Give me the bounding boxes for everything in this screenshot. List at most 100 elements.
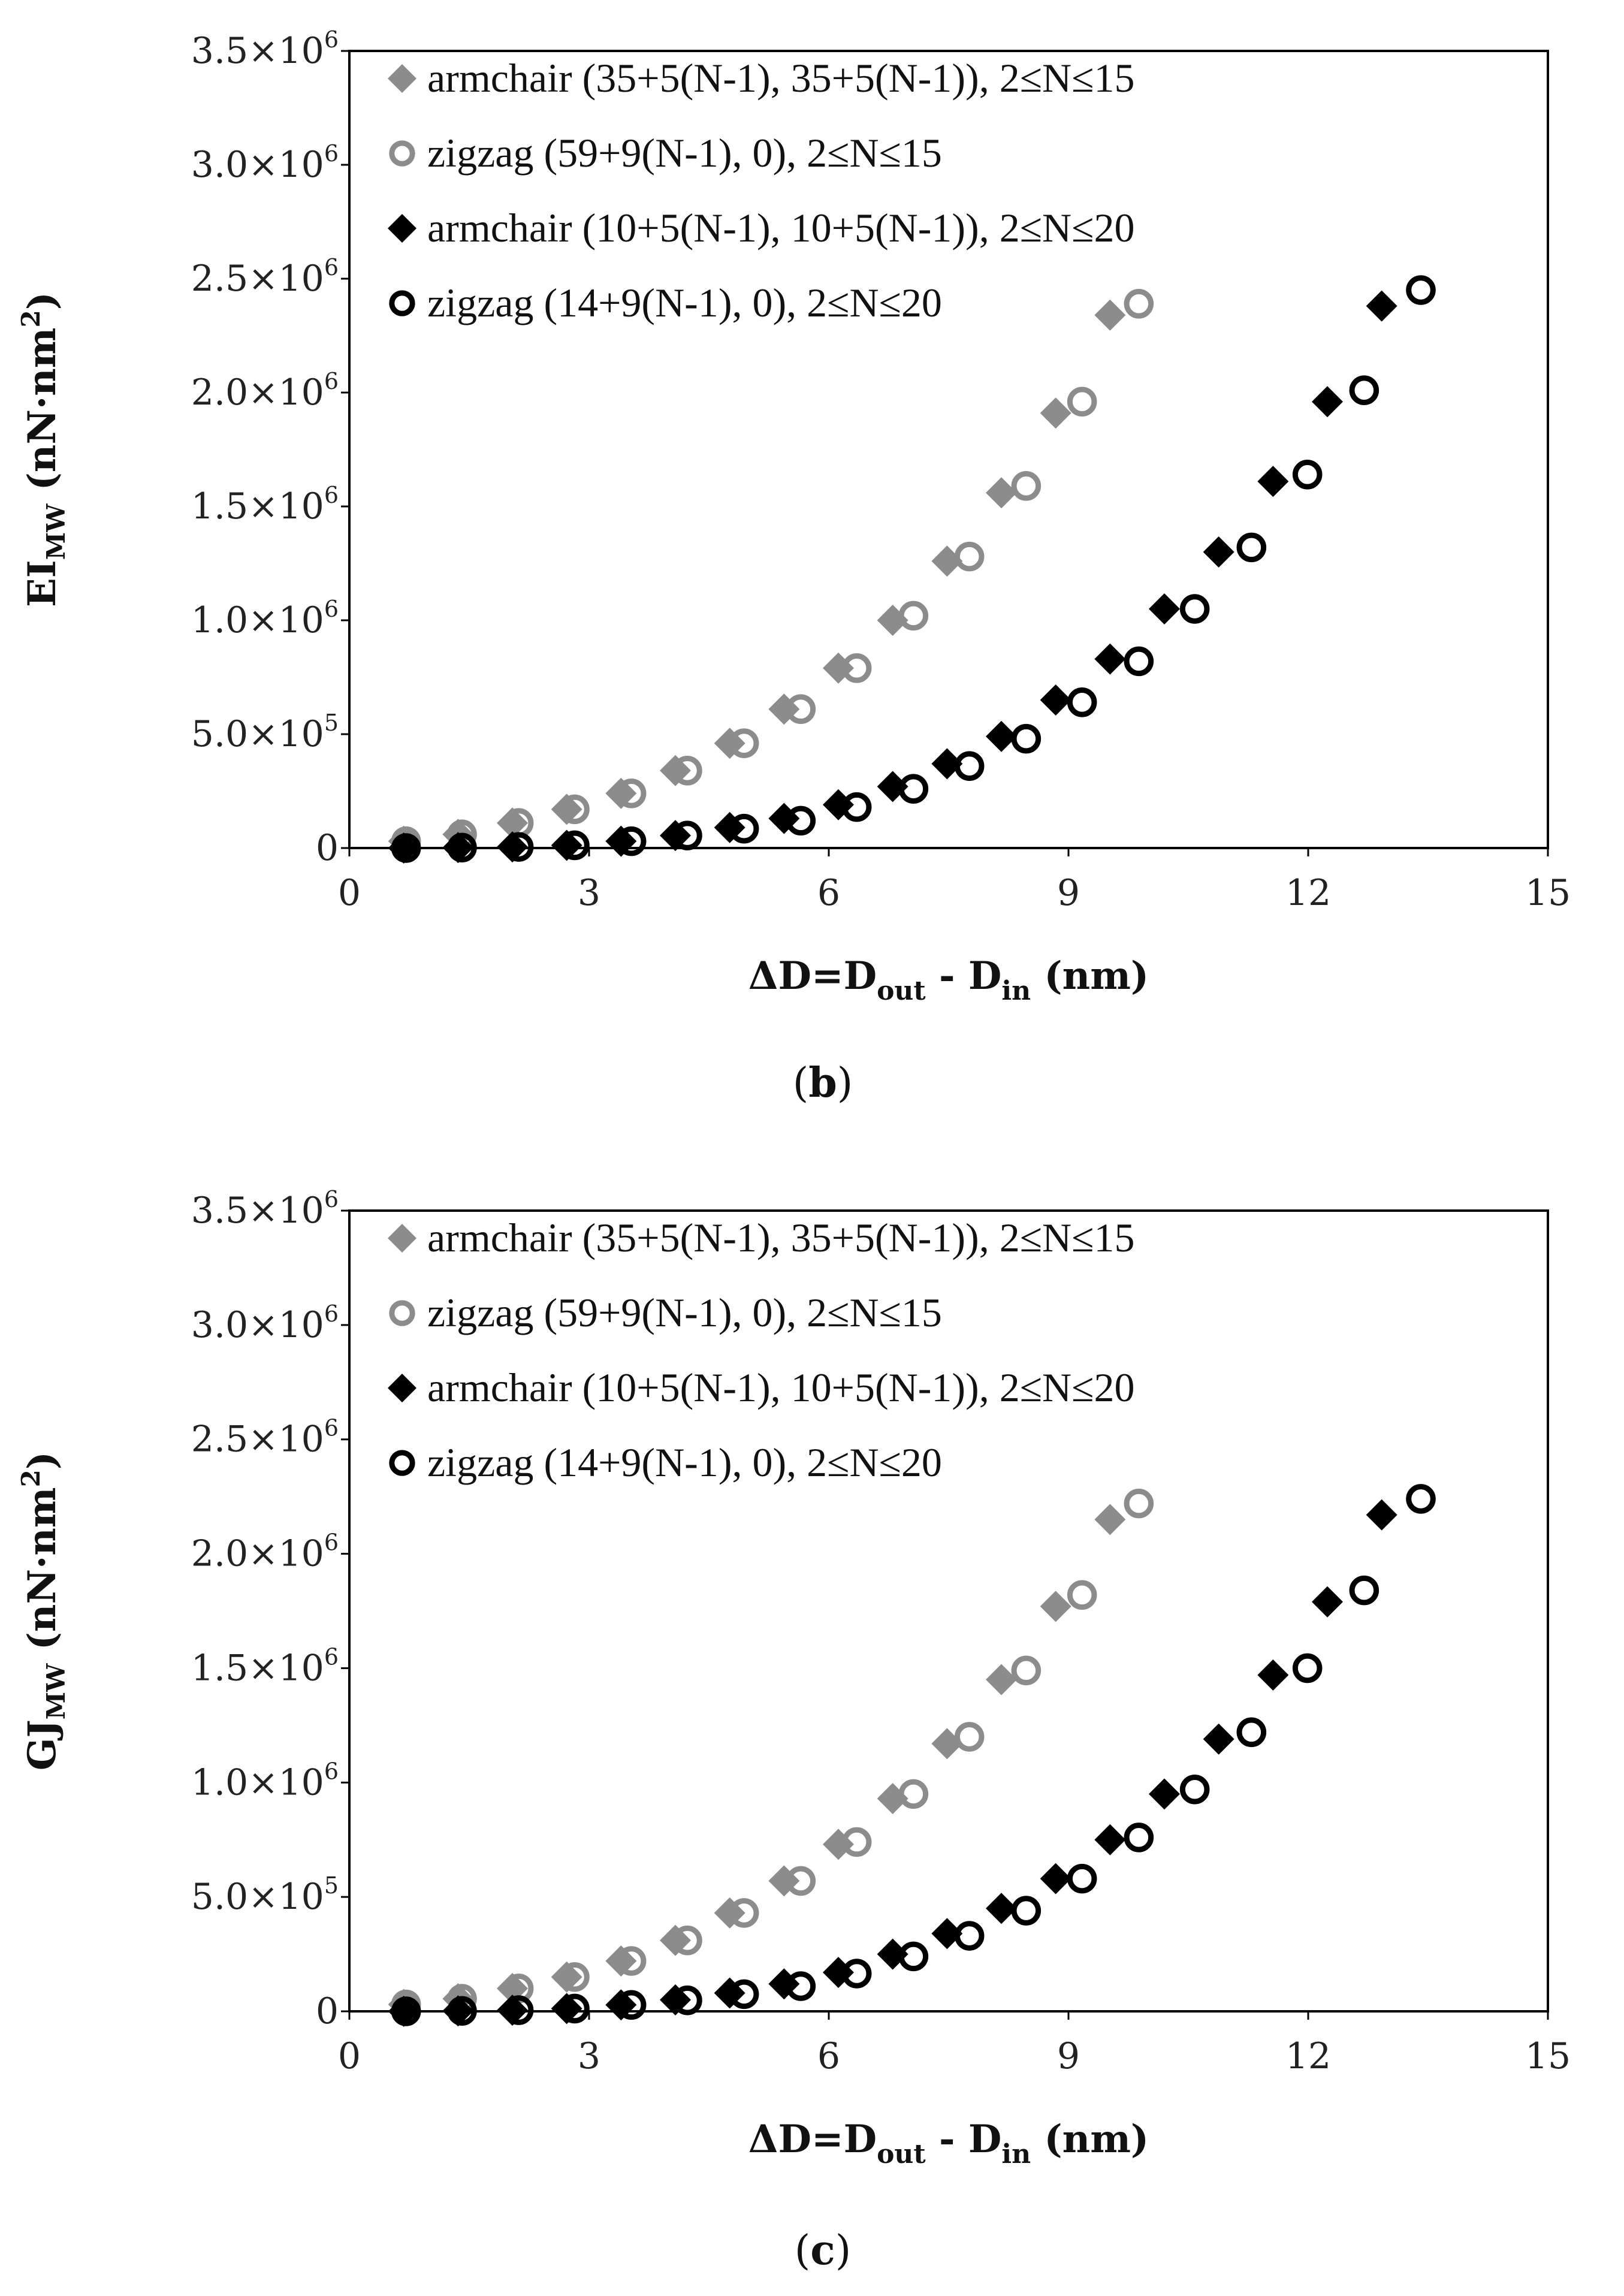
data-point bbox=[1406, 275, 1436, 305]
data-point bbox=[616, 779, 647, 808]
series-1 bbox=[391, 289, 1154, 856]
plot-frame bbox=[348, 50, 1549, 849]
data-point bbox=[391, 1996, 421, 2026]
data-point bbox=[1011, 1655, 1042, 1686]
data-point bbox=[931, 748, 963, 780]
data-point bbox=[729, 728, 759, 758]
y-tick-label: 3.5×106 bbox=[191, 26, 339, 72]
y-tick-label: 1.0×106 bbox=[191, 1758, 339, 1803]
x-tick-label: 12 bbox=[1285, 2035, 1331, 2077]
data-point bbox=[1179, 594, 1210, 624]
data-point bbox=[497, 1995, 528, 2026]
data-point bbox=[1011, 723, 1042, 754]
data-point bbox=[898, 1779, 929, 1809]
legend-label: armchair (10+5(N-1), 10+5(N-1)), 2≤N≤20 bbox=[427, 205, 1134, 251]
data-point bbox=[1124, 1488, 1154, 1519]
data-point bbox=[1094, 299, 1126, 331]
y-tick-label: 5.0×105 bbox=[191, 710, 339, 755]
x-tick-label: 0 bbox=[338, 2035, 361, 2077]
data-point bbox=[551, 1961, 582, 1993]
series-2 bbox=[388, 1499, 1397, 2027]
data-point bbox=[560, 1993, 590, 2024]
data-point bbox=[954, 1921, 985, 1951]
data-point bbox=[503, 832, 534, 862]
legend-label: armchair (35+5(N-1), 35+5(N-1)), 2≤N≤15 bbox=[427, 55, 1134, 101]
data-point bbox=[1366, 1499, 1397, 1531]
data-point bbox=[551, 794, 582, 825]
data-point bbox=[841, 1959, 872, 1989]
data-point bbox=[560, 1962, 590, 1992]
data-point bbox=[1124, 1823, 1154, 1853]
data-point bbox=[1067, 687, 1097, 717]
data-point bbox=[1203, 536, 1234, 568]
data-point bbox=[931, 1918, 963, 1950]
legend-marker bbox=[389, 1450, 415, 1476]
data-point bbox=[1124, 289, 1154, 319]
data-point bbox=[1203, 1723, 1234, 1755]
y-tick-label: 2.5×106 bbox=[191, 254, 339, 300]
y-axis-label: GJMW (nN·nm2) bbox=[16, 1452, 71, 1770]
data-point bbox=[560, 794, 590, 825]
y-axis-label: EIMW (nN·nm2) bbox=[16, 292, 71, 607]
data-point bbox=[986, 1664, 1017, 1695]
x-tick-label: 15 bbox=[1525, 2035, 1571, 2077]
data-point bbox=[986, 1893, 1017, 1924]
data-point bbox=[672, 1985, 702, 2016]
data-point bbox=[841, 792, 872, 822]
data-point bbox=[1366, 290, 1397, 322]
data-point bbox=[786, 1971, 816, 2001]
data-point bbox=[841, 1827, 872, 1857]
x-tick-label: 0 bbox=[338, 872, 361, 914]
x-tick-label: 9 bbox=[1057, 2035, 1080, 2077]
data-point bbox=[1094, 643, 1126, 675]
legend-label: zigzag (59+9(N-1), 0), 2≤N≤15 bbox=[427, 1290, 942, 1335]
legend-label: armchair (35+5(N-1), 35+5(N-1)), 2≤N≤15 bbox=[427, 1215, 1134, 1260]
data-point bbox=[447, 1996, 477, 2026]
data-point bbox=[616, 826, 647, 856]
y-tick-label: 1.0×106 bbox=[191, 596, 339, 641]
x-tick-label: 6 bbox=[817, 2035, 840, 2077]
data-point bbox=[986, 477, 1017, 509]
y-tick-label: 1.5×106 bbox=[191, 482, 339, 527]
data-point bbox=[1011, 1896, 1042, 1926]
plot-frame bbox=[348, 1209, 1549, 2013]
x-tick-label: 3 bbox=[578, 872, 600, 914]
data-point bbox=[931, 545, 963, 577]
y-tick-label: 3.0×106 bbox=[191, 140, 339, 186]
data-point bbox=[729, 1898, 759, 1928]
series-0 bbox=[388, 1504, 1126, 2020]
data-point bbox=[729, 1979, 759, 2010]
data-point bbox=[1067, 1580, 1097, 1610]
data-point bbox=[898, 601, 929, 631]
legend-marker bbox=[388, 1374, 416, 1402]
x-tick-label: 6 bbox=[817, 872, 840, 914]
legend-marker bbox=[389, 1300, 415, 1326]
series-2 bbox=[388, 290, 1397, 864]
x-axis-label: ΔD=Dout - Din (nm) bbox=[748, 954, 1149, 1006]
data-point bbox=[729, 813, 759, 844]
data-point bbox=[672, 820, 702, 850]
data-point bbox=[672, 1925, 702, 1956]
data-point bbox=[1236, 532, 1267, 563]
y-tick-label: 3.5×106 bbox=[191, 1186, 339, 1232]
x-tick-label: 3 bbox=[578, 2035, 600, 2077]
y-tick-label: 3.0×106 bbox=[191, 1301, 339, 1346]
data-point bbox=[447, 832, 477, 863]
data-point bbox=[551, 829, 582, 861]
series-3 bbox=[391, 275, 1436, 863]
legend-marker bbox=[388, 214, 416, 243]
data-point bbox=[1094, 1504, 1126, 1535]
legend-marker bbox=[388, 1224, 416, 1253]
x-tick-label: 15 bbox=[1525, 872, 1571, 914]
x-axis-label: ΔD=Dout - Din (nm) bbox=[748, 2117, 1149, 2170]
legend-label: zigzag (59+9(N-1), 0), 2≤N≤15 bbox=[427, 130, 942, 176]
legend-marker bbox=[388, 64, 416, 93]
data-point bbox=[1406, 1484, 1436, 1514]
legend: armchair (35+5(N-1), 35+5(N-1)), 2≤N≤15 z… bbox=[388, 55, 1134, 325]
series-1 bbox=[391, 1488, 1154, 2020]
data-point bbox=[1236, 1717, 1267, 1748]
data-point bbox=[1257, 466, 1289, 497]
data-point bbox=[786, 694, 816, 724]
data-point bbox=[954, 1722, 985, 1752]
figure-caption: (b) bbox=[793, 1059, 853, 1107]
